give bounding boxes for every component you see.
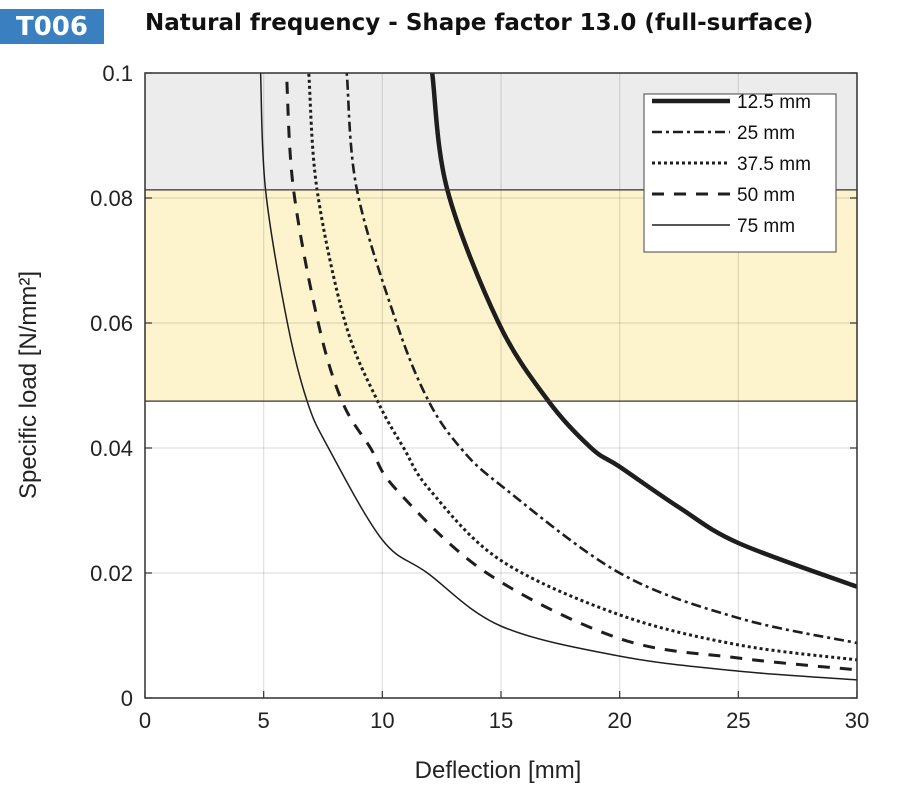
- legend-label-37-5-mm: 37.5 mm: [737, 154, 811, 175]
- y-tick-label: 0.04: [90, 436, 133, 461]
- x-axis-label: Deflection [mm]: [415, 757, 582, 784]
- y-tick-label: 0.02: [90, 561, 133, 586]
- legend-label-25-mm: 25 mm: [737, 123, 795, 144]
- legend: 12.5 mm 25 mm 37.5 mm 50 mm 75 mm: [643, 92, 837, 253]
- legend-label-12-5-mm: 12.5 mm: [737, 92, 811, 113]
- y-tick-label: 0.06: [90, 311, 133, 336]
- y-axis-label: Specific load [N/mm²]: [15, 271, 42, 499]
- chart-id-badge: T006: [0, 9, 104, 44]
- y-tick-label: 0.08: [90, 186, 133, 211]
- x-tick-label: 0: [139, 708, 151, 733]
- x-tick-label: 15: [489, 708, 513, 733]
- series-line-37-5-mm: [307, 73, 857, 662]
- y-tick-label: 0.1: [102, 61, 133, 86]
- x-tick-label: 30: [845, 708, 869, 733]
- series-line-25-mm: [345, 73, 857, 645]
- legend-label-75-mm: 75 mm: [737, 216, 795, 237]
- x-tick-label: 25: [726, 708, 750, 733]
- x-tick-label: 10: [370, 708, 394, 733]
- series-line-50-mm: [284, 73, 857, 672]
- legend-label-50-mm: 50 mm: [737, 185, 795, 206]
- x-tick-label: 5: [258, 708, 270, 733]
- series-line-12-5-mm: [429, 73, 857, 589]
- y-tick-label: 0: [121, 686, 133, 711]
- legend-box: [643, 93, 837, 253]
- x-tick-label: 20: [607, 708, 631, 733]
- chart-title: Natural frequency - Shape factor 13.0 (f…: [145, 10, 814, 36]
